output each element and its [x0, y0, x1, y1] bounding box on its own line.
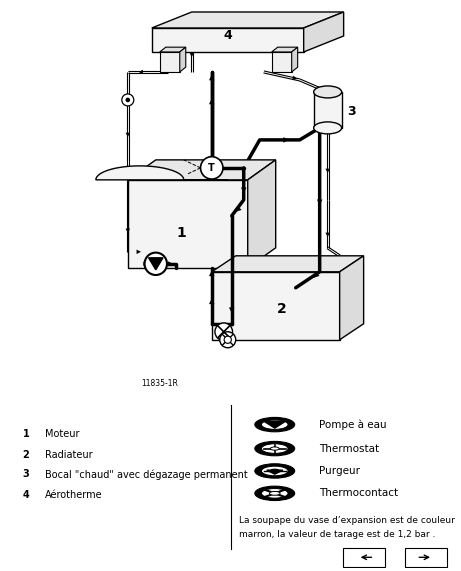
Polygon shape	[180, 47, 186, 72]
Circle shape	[126, 98, 130, 102]
Polygon shape	[248, 160, 276, 268]
Circle shape	[201, 156, 223, 179]
Polygon shape	[160, 52, 180, 72]
Circle shape	[215, 323, 232, 340]
Circle shape	[261, 466, 288, 476]
Polygon shape	[272, 47, 298, 52]
Polygon shape	[304, 12, 343, 52]
Polygon shape	[152, 12, 343, 28]
Polygon shape	[128, 160, 276, 180]
Polygon shape	[340, 256, 364, 340]
Text: Thermostat: Thermostat	[319, 444, 379, 453]
Ellipse shape	[313, 122, 342, 134]
Circle shape	[255, 486, 295, 501]
Text: 2: 2	[277, 302, 287, 316]
Circle shape	[255, 464, 295, 478]
FancyBboxPatch shape	[405, 548, 447, 566]
Circle shape	[255, 441, 295, 456]
Polygon shape	[212, 256, 364, 272]
Text: Radiateur: Radiateur	[45, 450, 92, 460]
Circle shape	[224, 336, 231, 343]
Polygon shape	[96, 166, 228, 180]
Text: Pompe à eau: Pompe à eau	[319, 419, 387, 430]
Circle shape	[220, 332, 236, 348]
Circle shape	[270, 469, 279, 473]
Circle shape	[261, 444, 288, 453]
Polygon shape	[152, 28, 304, 52]
Text: Thermocontact: Thermocontact	[319, 488, 398, 498]
Polygon shape	[267, 470, 283, 474]
Ellipse shape	[313, 86, 342, 98]
FancyBboxPatch shape	[343, 548, 385, 566]
Text: marron, la valeur de tarage est de 1,2 bar .: marron, la valeur de tarage est de 1,2 b…	[239, 530, 436, 539]
Polygon shape	[264, 421, 286, 428]
Text: T: T	[208, 163, 215, 173]
Circle shape	[261, 420, 288, 429]
Text: Aérotherme: Aérotherme	[45, 490, 102, 500]
Text: 4: 4	[23, 490, 29, 500]
Text: Bocal "chaud" avec dégazage permanent: Bocal "chaud" avec dégazage permanent	[45, 469, 248, 480]
Text: 1: 1	[23, 429, 29, 440]
Circle shape	[261, 489, 288, 498]
Polygon shape	[128, 180, 248, 268]
Text: 3: 3	[348, 106, 356, 118]
Circle shape	[122, 94, 134, 106]
Text: 4: 4	[223, 30, 232, 42]
Circle shape	[269, 492, 280, 495]
Polygon shape	[272, 52, 292, 72]
Text: 3: 3	[23, 469, 29, 480]
Circle shape	[145, 252, 167, 275]
Circle shape	[255, 417, 295, 432]
Text: 2: 2	[23, 450, 29, 460]
Text: 1: 1	[177, 226, 187, 240]
Text: 11835-1R: 11835-1R	[142, 379, 178, 388]
Polygon shape	[160, 47, 186, 52]
Polygon shape	[292, 47, 298, 72]
Text: Purgeur: Purgeur	[319, 466, 360, 476]
Text: La soupape du vase d’expansion est de couleur: La soupape du vase d’expansion est de co…	[239, 516, 455, 525]
Polygon shape	[313, 92, 342, 128]
Circle shape	[270, 447, 279, 450]
Text: Moteur: Moteur	[45, 429, 79, 440]
Polygon shape	[212, 272, 340, 340]
Polygon shape	[148, 258, 163, 270]
